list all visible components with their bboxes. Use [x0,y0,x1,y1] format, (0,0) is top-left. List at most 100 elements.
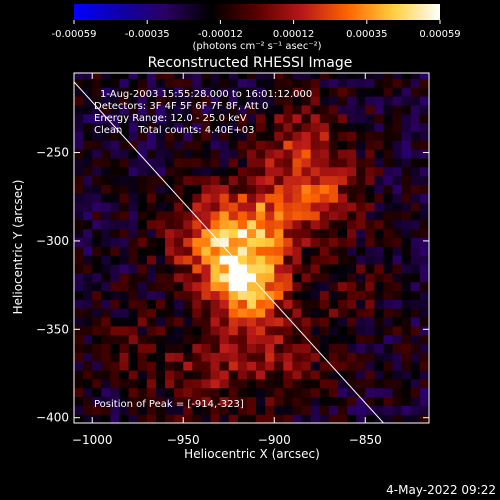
heatmap-cell [83,210,93,221]
heatmap-cell [356,396,366,406]
heatmap-cell [301,184,312,194]
heatmap-cell [301,157,312,168]
heatmap-cell [110,104,121,115]
heatmap-cell [301,78,312,88]
heatmap-cell [347,149,357,159]
heatmap-cell [356,325,366,336]
heatmap-cell [146,387,157,398]
heatmap-cell [101,157,112,168]
heatmap-cell [165,396,175,406]
heatmap-cell [347,122,357,132]
heatmap-cell [310,369,321,380]
heatmap-cell [292,78,303,88]
heatmap-cell [192,184,203,194]
heatmap-cell [356,405,366,415]
heatmap-cell [92,405,102,415]
heatmap-cell [347,193,357,203]
heatmap-cell [283,272,294,283]
heatmap-cell [174,78,184,88]
heatmap-cell [219,184,230,194]
heatmap-cell [146,361,157,371]
heatmap-cell [356,166,366,177]
heatmap-cell [265,299,275,309]
heatmap-cell [246,343,257,353]
heatmap-cell [256,166,266,177]
heatmap-cell [301,228,312,238]
heatmap-cell [201,87,212,97]
heatmap-cell [201,246,212,256]
heatmap-cell [328,378,339,389]
heatmap-cell [356,157,366,168]
heatmap-cell [310,175,321,185]
heatmap-cell [292,202,303,212]
heatmap-cell [246,334,257,345]
heatmap-cell [337,246,348,256]
heatmap-cell [83,290,93,300]
heatmap-cell [137,263,148,274]
heatmap-cell [128,325,139,336]
heatmap-cell [155,361,166,371]
heatmap-cell [201,202,212,212]
heatmap-cell [401,343,412,353]
heatmap-cell [137,184,148,194]
heatmap-cell [383,202,394,212]
heatmap-cell [374,352,385,362]
heatmap-cell [374,405,385,415]
heatmap-cell [356,343,366,353]
heatmap-cell [110,414,121,423]
heatmap-cell [265,202,275,212]
heatmap-cell [392,378,403,389]
heatmap-cell [265,166,275,177]
heatmap-cell [274,73,284,79]
heatmap-cell [374,131,385,141]
heatmap-cell [174,325,184,336]
heatmap-cell [201,219,212,230]
heatmap-cell [237,290,248,300]
heatmap-cell [319,290,330,300]
heatmap-cell [283,299,294,309]
heatmap-cell [137,281,148,292]
heatmap-cell [201,343,212,353]
heatmap-cell [292,113,303,124]
heatmap-cell [419,149,429,159]
heatmap-cell [347,157,357,168]
heatmap-cell [192,316,203,327]
heatmap-cell [356,334,366,345]
heatmap-cell [101,255,112,265]
heatmap-cell [83,131,93,141]
heatmap-cell [374,387,385,398]
heatmap-cell [401,131,412,141]
heatmap-cell [392,202,403,212]
heatmap-cell [128,73,139,79]
colorbar-gradient [74,4,440,20]
heatmap-cell [328,104,339,115]
heatmap-cell [228,184,239,194]
heatmap-cell [119,387,130,398]
heatmap-cell [146,414,157,423]
heatmap-cell [192,78,203,88]
heatmap-cell [183,263,193,274]
heatmap-cell [228,104,239,115]
heatmap-cell [146,113,157,124]
heatmap-cell [165,263,175,274]
heatmap-cell [274,325,284,336]
heatmap-cell [265,228,275,238]
heatmap-cell [256,316,266,327]
heatmap-cell [192,175,203,185]
heatmap-cell [337,316,348,327]
heatmap-cell [219,157,230,168]
heatmap-cell [419,78,429,88]
heatmap-cell [237,210,248,221]
heatmap-cell [310,263,321,274]
heatmap-cell [392,113,403,124]
heatmap-cell [155,325,166,336]
heatmap-cell [410,87,421,97]
heatmap-cell [128,378,139,389]
heatmap-cell [274,246,284,256]
colorbar-unit-label: (photons cm⁻² s⁻¹ asec⁻²) [192,41,321,52]
heatmap-cell [192,219,203,230]
heatmap-cell [374,272,385,283]
heatmap-cell [419,202,429,212]
heatmap-cell [410,316,421,327]
heatmap-cell [283,166,294,177]
